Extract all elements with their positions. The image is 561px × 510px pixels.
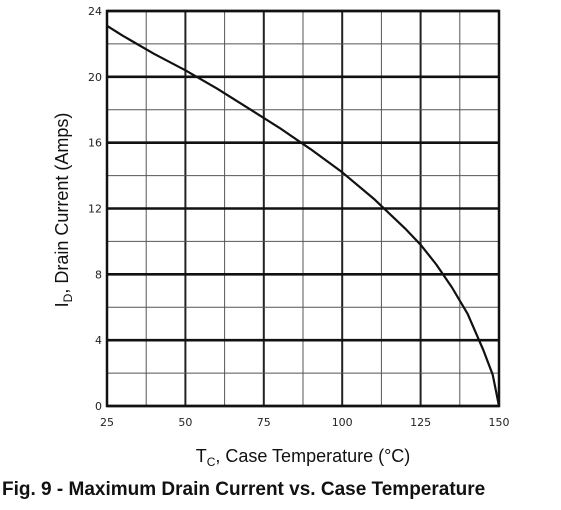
grid bbox=[107, 11, 499, 406]
y-tick-label: 8 bbox=[95, 268, 102, 281]
y-axis-label: ID, Drain Current (Amps) bbox=[52, 113, 75, 308]
x-tick-label: 125 bbox=[410, 416, 431, 429]
y-tick-label: 0 bbox=[95, 400, 102, 413]
x-tick-label: 25 bbox=[100, 416, 114, 429]
y-tick-label: 4 bbox=[95, 334, 102, 347]
y-tick-label: 20 bbox=[88, 71, 102, 84]
y-tick-label: 12 bbox=[88, 203, 102, 216]
figure-caption: Fig. 9 - Maximum Drain Current vs. Case … bbox=[2, 479, 559, 501]
x-tick-label: 75 bbox=[257, 416, 271, 429]
y-tick-labels: 0 4 8 12 16 20 24 bbox=[88, 5, 102, 413]
y-tick-label: 24 bbox=[88, 5, 102, 18]
x-axis-label: TC, Case Temperature (°C) bbox=[196, 446, 411, 469]
y-tick-label: 16 bbox=[88, 137, 102, 150]
x-tick-labels: 25 50 75 100 125 150 bbox=[100, 416, 510, 429]
chart: 25 50 75 100 125 150 0 4 8 12 16 20 24 TC, Case Tem… bbox=[0, 0, 561, 475]
x-tick-label: 150 bbox=[489, 416, 510, 429]
x-tick-label: 100 bbox=[332, 416, 353, 429]
x-tick-label: 50 bbox=[178, 416, 192, 429]
